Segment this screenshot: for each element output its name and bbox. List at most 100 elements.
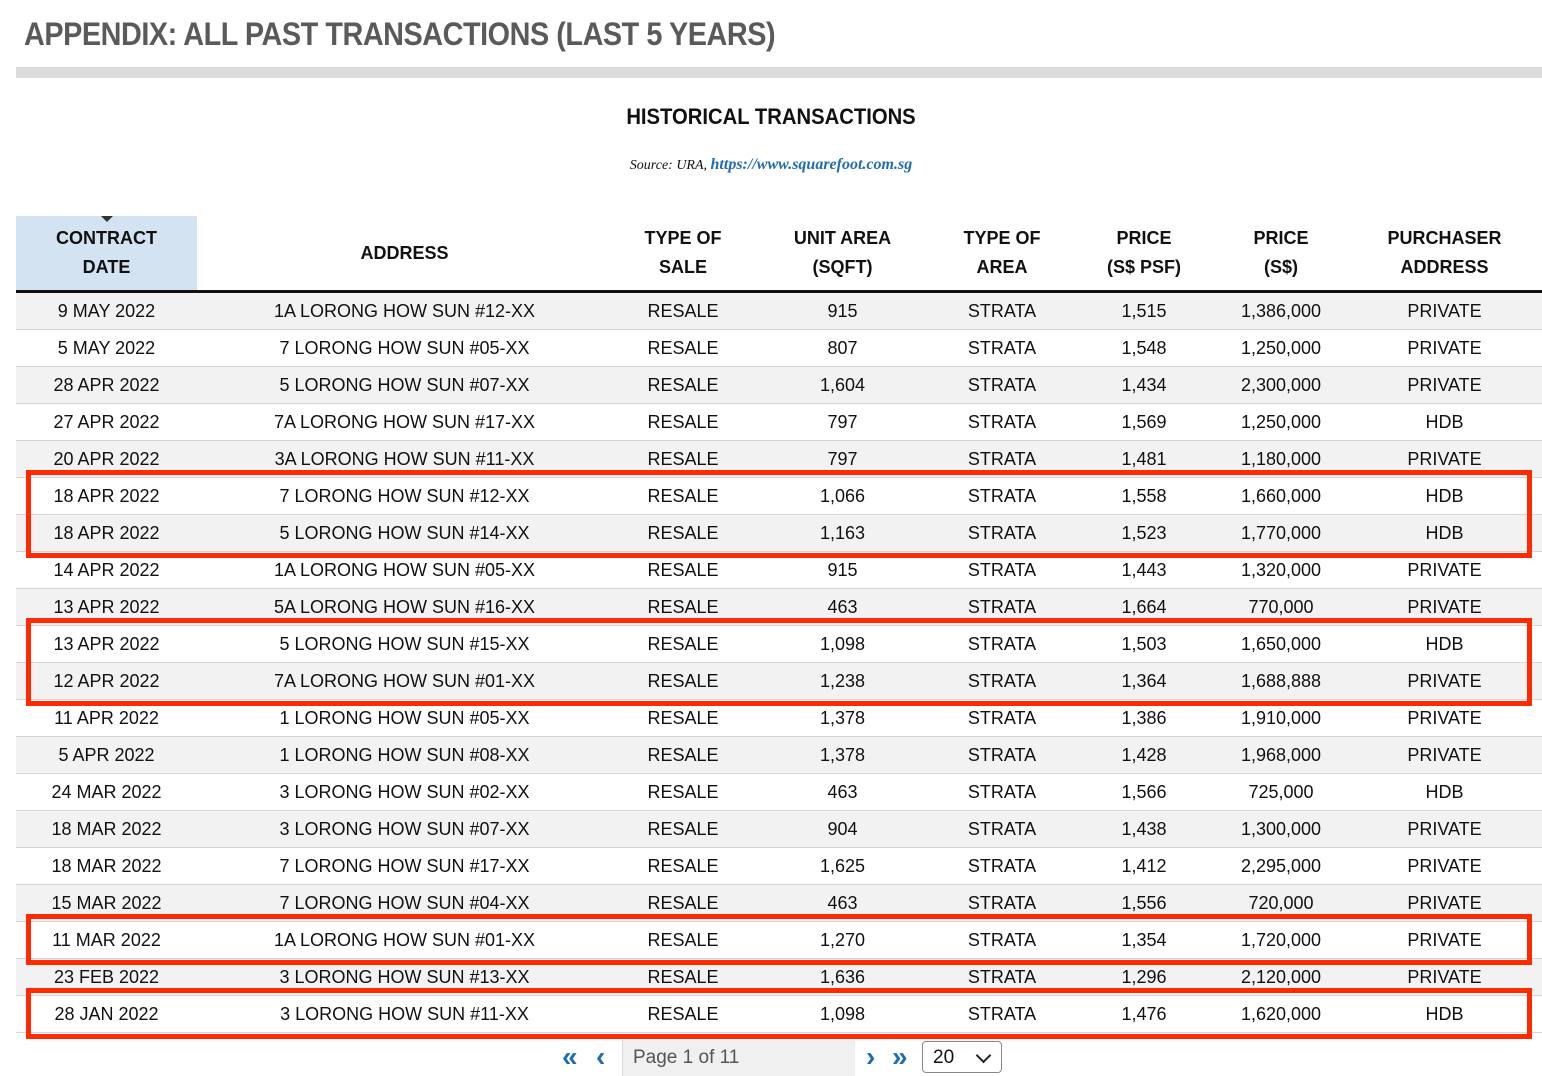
- header-unit-area[interactable]: UNIT AREA (SQFT): [754, 216, 931, 293]
- cell-price: 1,250,000: [1215, 403, 1347, 441]
- cell-contract-date: 18 APR 2022: [16, 514, 197, 552]
- cell-price: 1,180,000: [1215, 440, 1347, 478]
- cell-price-psf: 1,443: [1073, 551, 1215, 589]
- cell-contract-date: 23 FEB 2022: [16, 958, 197, 996]
- cell-type-of-area: STRATA: [931, 699, 1073, 737]
- chevron-down-icon: [975, 1047, 992, 1064]
- cell-type-of-sale: RESALE: [612, 551, 754, 589]
- cell-type-of-area: STRATA: [931, 773, 1073, 811]
- cell-unit-area: 1,098: [754, 995, 931, 1033]
- cell-type-of-area: STRATA: [931, 884, 1073, 922]
- cell-type-of-sale: RESALE: [612, 477, 754, 515]
- cell-price: 770,000: [1215, 588, 1347, 626]
- cell-price-psf: 1,558: [1073, 477, 1215, 515]
- cell-address: 5 LORONG HOW SUN #14-XX: [197, 514, 612, 552]
- next-page-button[interactable]: ›: [866, 1042, 875, 1072]
- header-label: ADDRESS: [1400, 257, 1489, 277]
- cell-price: 720,000: [1215, 884, 1347, 922]
- page-indicator: Page 1 of 11: [622, 1040, 855, 1076]
- header-label: (S$ PSF): [1106, 257, 1181, 277]
- cell-price: 2,120,000: [1215, 958, 1347, 996]
- cell-type-of-sale: RESALE: [612, 847, 754, 885]
- cell-address: 5 LORONG HOW SUN #15-XX: [197, 625, 612, 663]
- cell-type-of-sale: RESALE: [612, 662, 754, 700]
- first-page-button[interactable]: «: [562, 1042, 578, 1072]
- cell-price-psf: 1,569: [1073, 403, 1215, 441]
- cell-type-of-sale: RESALE: [612, 440, 754, 478]
- table-header: CONTRACT DATE ADDRESS TYPE OF SALE UNIT AREA (…: [16, 216, 1542, 293]
- cell-contract-date: 18 MAR 2022: [16, 847, 197, 885]
- table-row: 13 APR 2022 5 LORONG HOW SUN #15-XX RESALE…: [16, 625, 1542, 663]
- header-label: UNIT AREA: [793, 228, 892, 248]
- header-purchaser-address[interactable]: PURCHASER ADDRESS: [1347, 216, 1542, 293]
- cell-unit-area: 463: [754, 588, 931, 626]
- cell-type-of-area: STRATA: [931, 625, 1073, 663]
- cell-purchaser-address: PRIVATE: [1347, 291, 1542, 330]
- table-row: 20 APR 2022 3A LORONG HOW SUN #11-XX RESAL…: [16, 440, 1542, 478]
- cell-type-of-sale: RESALE: [612, 588, 754, 626]
- table-row: 23 FEB 2022 3 LORONG HOW SUN #13-XX RESALE…: [16, 958, 1542, 996]
- cell-unit-area: 1,066: [754, 477, 931, 515]
- cell-unit-area: 1,378: [754, 736, 931, 774]
- cell-unit-area: 463: [754, 884, 931, 922]
- cell-unit-area: 1,378: [754, 699, 931, 737]
- cell-price: 1,650,000: [1215, 625, 1347, 663]
- cell-address: 7 LORONG HOW SUN #12-XX: [197, 477, 612, 515]
- header-label: (S$): [1263, 257, 1298, 277]
- cell-price-psf: 1,523: [1073, 514, 1215, 552]
- cell-type-of-area: STRATA: [931, 588, 1073, 626]
- header-type-of-sale[interactable]: TYPE OF SALE: [612, 216, 754, 293]
- cell-type-of-sale: RESALE: [612, 625, 754, 663]
- cell-type-of-area: STRATA: [931, 958, 1073, 996]
- cell-type-of-sale: RESALE: [612, 366, 754, 404]
- header-price[interactable]: PRICE (S$): [1215, 216, 1347, 293]
- cell-unit-area: 797: [754, 440, 931, 478]
- header-type-of-area[interactable]: TYPE OF AREA: [931, 216, 1073, 293]
- cell-price-psf: 1,664: [1073, 588, 1215, 626]
- header-label: PRICE: [1116, 228, 1172, 248]
- cell-unit-area: 904: [754, 810, 931, 848]
- cell-price: 1,968,000: [1215, 736, 1347, 774]
- cell-address: 7 LORONG HOW SUN #04-XX: [197, 884, 612, 922]
- cell-price-psf: 1,438: [1073, 810, 1215, 848]
- header-label: CONTRACT: [56, 228, 157, 248]
- cell-purchaser-address: PRIVATE: [1347, 366, 1542, 404]
- cell-contract-date: 14 APR 2022: [16, 551, 197, 589]
- cell-purchaser-address: PRIVATE: [1347, 588, 1542, 626]
- cell-address: 3 LORONG HOW SUN #13-XX: [197, 958, 612, 996]
- header-address[interactable]: ADDRESS: [197, 216, 612, 293]
- table-row: 18 APR 2022 7 LORONG HOW SUN #12-XX RESALE…: [16, 477, 1542, 515]
- cell-purchaser-address: PRIVATE: [1347, 662, 1542, 700]
- header-label: (SQFT): [812, 257, 873, 277]
- cell-type-of-sale: RESALE: [612, 291, 754, 330]
- cell-type-of-area: STRATA: [931, 551, 1073, 589]
- cell-type-of-sale: RESALE: [612, 810, 754, 848]
- prev-page-button[interactable]: ‹: [596, 1042, 605, 1072]
- header-label: DATE: [82, 257, 131, 277]
- last-page-button[interactable]: »: [892, 1042, 908, 1072]
- cell-contract-date: 15 MAR 2022: [16, 884, 197, 922]
- page-size-select[interactable]: 20: [922, 1041, 1002, 1073]
- cell-price-psf: 1,548: [1073, 329, 1215, 367]
- title-divider: [16, 67, 1542, 78]
- table-row: 24 MAR 2022 3 LORONG HOW SUN #02-XX RESALE…: [16, 773, 1542, 811]
- cell-purchaser-address: HDB: [1347, 403, 1542, 441]
- cell-purchaser-address: PRIVATE: [1347, 884, 1542, 922]
- table-row: 18 MAR 2022 3 LORONG HOW SUN #07-XX RESALE…: [16, 810, 1542, 848]
- cell-type-of-sale: RESALE: [612, 995, 754, 1033]
- cell-type-of-area: STRATA: [931, 662, 1073, 700]
- cell-price: 1,300,000: [1215, 810, 1347, 848]
- table-row: 11 MAR 2022 1A LORONG HOW SUN #01-XX RESAL…: [16, 921, 1542, 959]
- header-contract-date[interactable]: CONTRACT DATE: [16, 216, 197, 293]
- cell-unit-area: 1,636: [754, 958, 931, 996]
- cell-price-psf: 1,556: [1073, 884, 1215, 922]
- header-price-psf[interactable]: PRICE (S$ PSF): [1073, 216, 1215, 293]
- cell-address: 1 LORONG HOW SUN #08-XX: [197, 736, 612, 774]
- cell-purchaser-address: PRIVATE: [1347, 699, 1542, 737]
- source-link[interactable]: https://www.squarefoot.com.sg: [710, 156, 913, 173]
- cell-type-of-sale: RESALE: [612, 884, 754, 922]
- cell-address: 1A LORONG HOW SUN #12-XX: [197, 291, 612, 330]
- cell-address: 7 LORONG HOW SUN #05-XX: [197, 329, 612, 367]
- cell-price: 1,386,000: [1215, 291, 1347, 330]
- cell-price-psf: 1,412: [1073, 847, 1215, 885]
